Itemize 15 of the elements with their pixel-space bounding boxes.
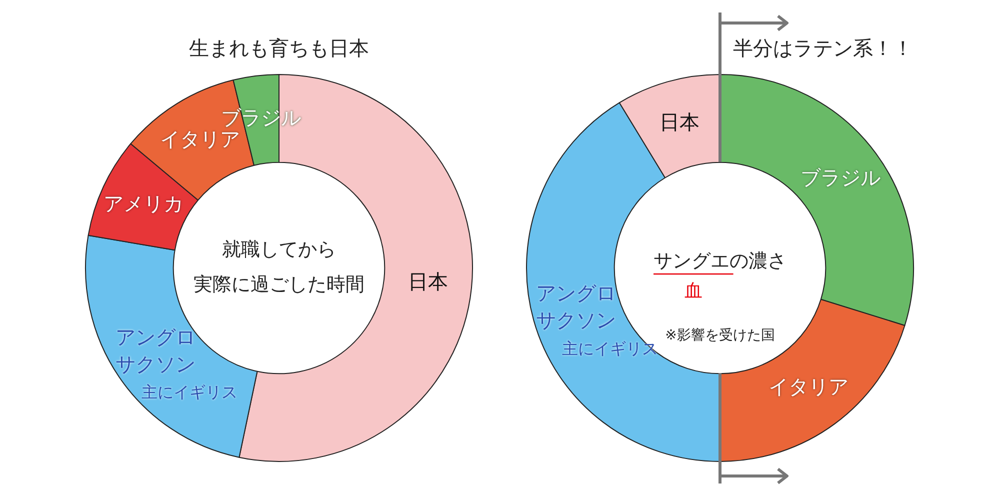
slice-label: 日本 [660, 110, 700, 134]
text: 血 [684, 280, 702, 302]
slice-label: ブラジル [800, 166, 880, 190]
slice-label: イタリア [768, 374, 849, 399]
text: 主にイギリス [141, 382, 238, 402]
text: 就職してから実際に過ごした時間 [194, 238, 364, 296]
slice-label: アングロサクソン [115, 324, 196, 376]
chart-title: 生まれも育ちも日本 [189, 36, 369, 60]
slice-label: アメリカ [103, 191, 184, 216]
slice-label: アングロサクソン [536, 281, 616, 332]
text: サングエの濃さ [654, 250, 786, 272]
chart-title: 半分はラテン系！！ [733, 36, 913, 60]
slice-label: イタリア [160, 127, 240, 152]
text: ※影響を受けた国 [665, 328, 775, 344]
slice-label: 日本 [408, 270, 448, 294]
